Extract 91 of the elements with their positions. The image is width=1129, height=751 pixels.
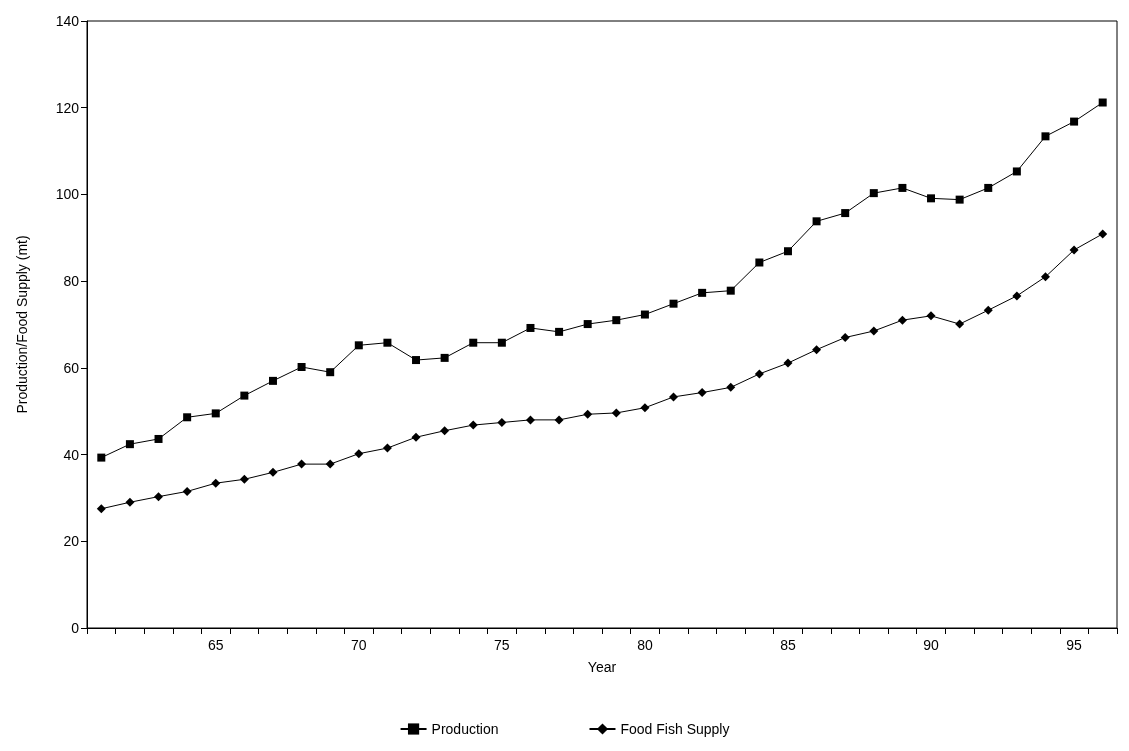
point	[898, 183, 907, 192]
x-tick-label: 65	[207, 637, 224, 653]
y-tick-label: 80	[63, 273, 80, 290]
y-tick-label: 40	[63, 446, 80, 463]
point	[154, 434, 163, 443]
point	[382, 443, 392, 453]
point	[239, 474, 249, 484]
point	[468, 420, 478, 430]
point	[326, 368, 335, 377]
point	[240, 391, 249, 400]
point	[869, 326, 879, 336]
point	[927, 194, 936, 203]
point	[497, 338, 506, 347]
point	[125, 440, 134, 449]
point	[841, 209, 850, 218]
point	[1070, 117, 1079, 126]
point	[469, 338, 478, 347]
x-axis-title: Year	[587, 659, 617, 675]
point	[697, 388, 707, 398]
point	[1012, 167, 1021, 176]
point	[1041, 132, 1050, 141]
point	[411, 432, 421, 442]
y-tick-label: 20	[63, 533, 80, 550]
point	[726, 286, 735, 295]
point	[182, 486, 192, 496]
point	[926, 311, 936, 321]
point	[640, 310, 649, 319]
point	[154, 492, 164, 502]
point	[783, 358, 793, 368]
y-tick-label: 60	[63, 359, 80, 376]
point	[526, 323, 535, 332]
point	[583, 320, 592, 329]
point	[840, 333, 850, 343]
legend-label: Production	[431, 721, 499, 737]
point	[325, 459, 335, 469]
point	[754, 369, 764, 379]
point	[897, 315, 907, 325]
point	[812, 345, 822, 355]
point	[554, 415, 564, 425]
point	[440, 426, 450, 436]
point	[669, 392, 679, 402]
x-tick-label: 85	[780, 637, 796, 653]
point	[440, 353, 449, 362]
point	[955, 195, 964, 204]
x-tick-label: 80	[637, 637, 653, 653]
x-tick-label: 75	[494, 637, 510, 653]
y-axis-title: Production/Food Supply (mt)	[14, 235, 30, 414]
point	[97, 453, 106, 462]
point	[555, 327, 564, 336]
point	[726, 382, 736, 392]
point	[669, 299, 678, 308]
point	[698, 288, 707, 297]
point	[955, 319, 965, 329]
y-tick-label: 120	[55, 99, 80, 116]
point	[1098, 229, 1108, 239]
point	[984, 183, 993, 192]
point	[125, 497, 135, 507]
point	[412, 356, 421, 365]
y-tick-label: 100	[55, 186, 80, 203]
point	[1040, 272, 1050, 282]
point	[1012, 291, 1022, 301]
point	[525, 415, 535, 425]
legend-label: Food Fish Supply	[620, 721, 730, 737]
point	[354, 449, 364, 459]
x-tick-label: 90	[923, 637, 940, 653]
point	[583, 409, 593, 419]
point	[612, 316, 621, 325]
point	[297, 362, 306, 371]
point	[1069, 245, 1079, 255]
point	[1098, 98, 1107, 107]
point	[983, 305, 993, 315]
point	[783, 247, 792, 256]
point	[96, 504, 106, 514]
point	[183, 413, 192, 422]
point	[640, 403, 650, 413]
y-tick-label: 140	[55, 13, 80, 29]
point	[497, 417, 507, 427]
point	[354, 341, 363, 350]
point	[611, 408, 621, 418]
point	[268, 467, 278, 477]
point	[755, 258, 764, 267]
point	[211, 409, 220, 418]
point	[297, 459, 307, 469]
point	[812, 217, 821, 226]
point	[268, 376, 277, 385]
y-tick-label: 0	[71, 620, 80, 636]
point	[383, 338, 392, 347]
x-tick-label: 70	[351, 637, 367, 653]
x-tick-label: 95	[1066, 637, 1083, 653]
point	[869, 189, 878, 198]
point	[211, 478, 221, 488]
